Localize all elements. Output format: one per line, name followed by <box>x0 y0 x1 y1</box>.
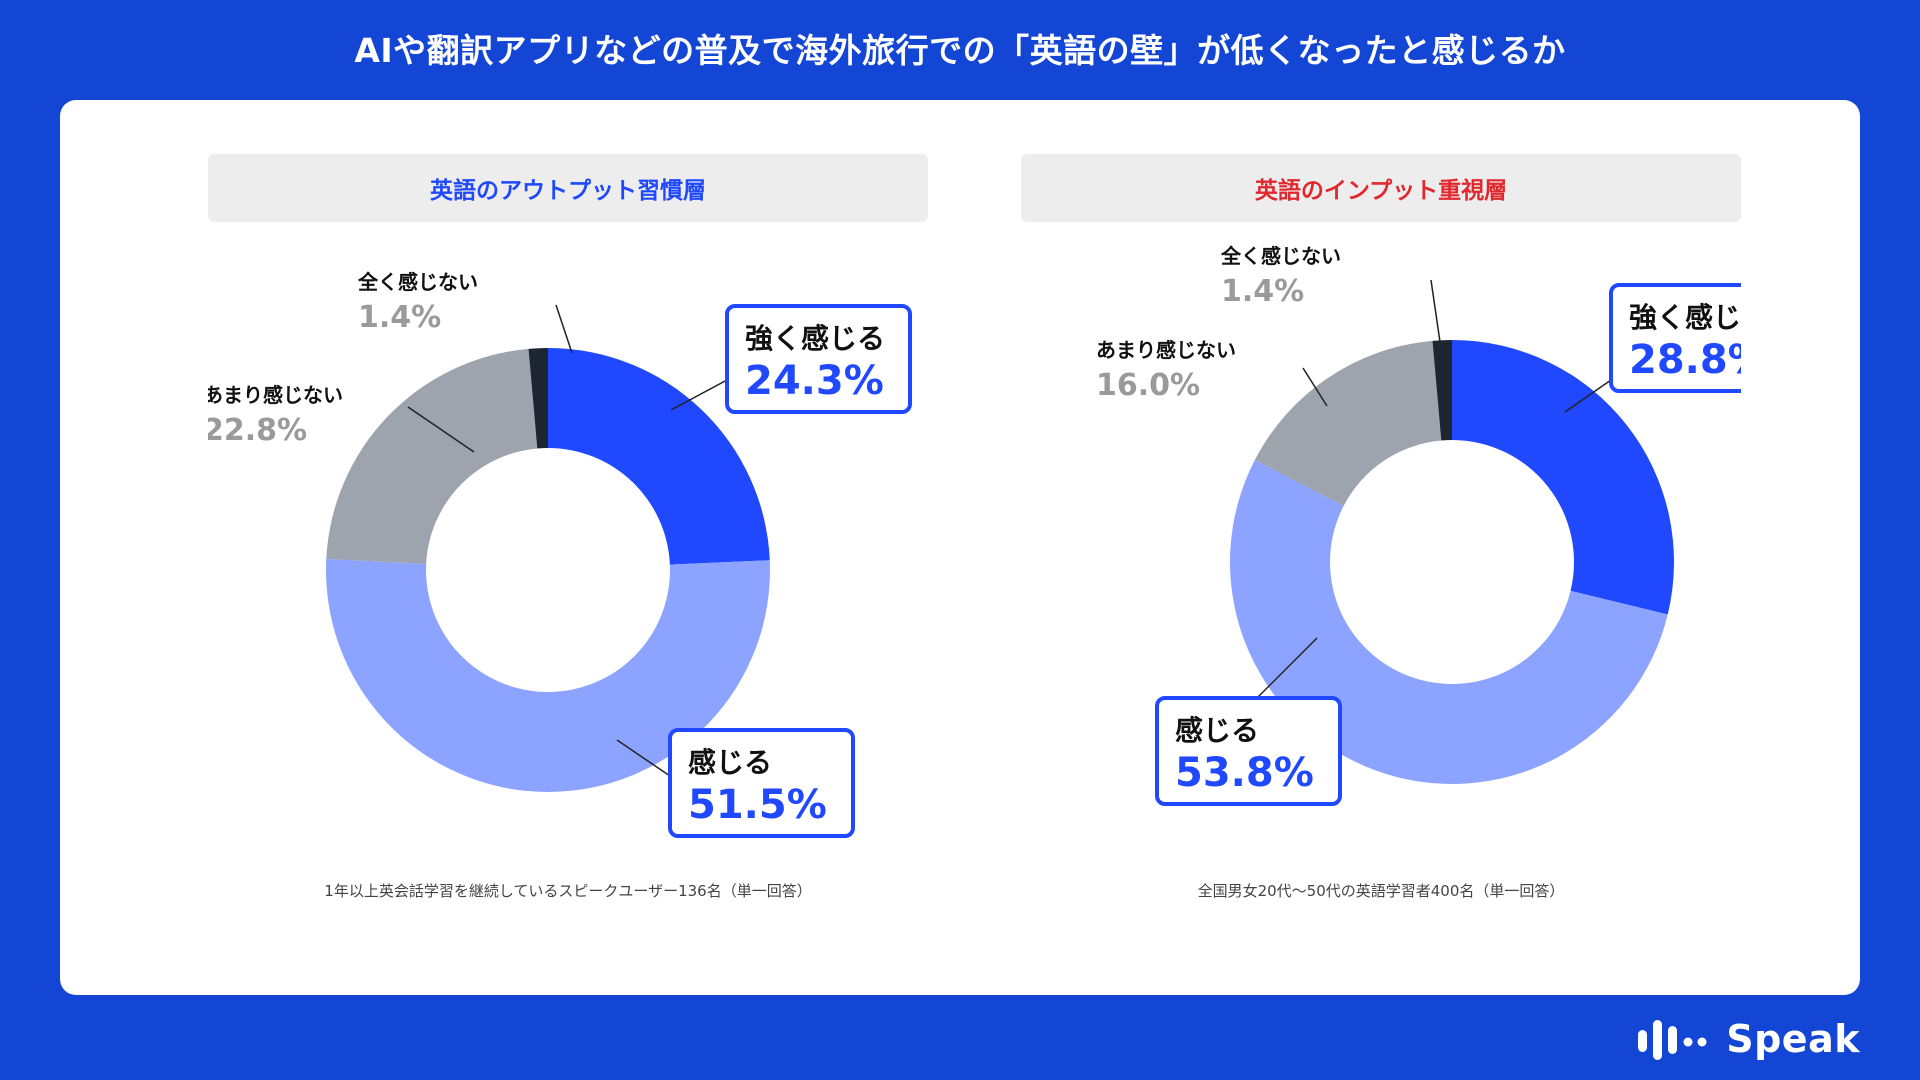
label-box-somewhat <box>668 728 855 838</box>
panel-header-input: 英語のインプット重視層 <box>1021 154 1741 222</box>
category-label-somewhat: 感じる <box>1175 714 1259 747</box>
value-label-not-much: 16.0% <box>1096 368 1200 403</box>
chart-card: 英語のアウトプット習慣層 強く感じる 24.3% 感じる 51.5% あまり感じない 22… <box>60 100 1860 995</box>
chart-panel-output: 英語のアウトプット習慣層 強く感じる 24.3% 感じる 51.5% あまり感じない 22… <box>208 100 928 900</box>
value-label-not-at-all: 1.4% <box>358 300 441 335</box>
value-label-strongly: 28.8% <box>1629 337 1741 383</box>
category-label-not-at-all: 全く感じない <box>1220 244 1341 268</box>
donut-slice-not-much <box>326 348 538 564</box>
speak-logo: Speak <box>1636 1016 1860 1062</box>
leader-line-not-at-all <box>1430 279 1441 343</box>
donut-slice-not-at-all <box>528 348 548 449</box>
footnote-output: 1年以上英会話学習を継続しているスピークユーザー136名（単一回答） <box>324 882 812 900</box>
leader-line-not-much <box>407 406 475 453</box>
value-label-strongly: 24.3% <box>745 358 884 404</box>
label-box-strongly <box>725 304 912 414</box>
footnote-input: 全国男女20代〜50代の英語学習者400名（単一回答） <box>1197 882 1565 900</box>
label-box-somewhat <box>1155 696 1342 806</box>
label-box-strongly <box>1609 283 1741 393</box>
donut-slice-strongly <box>1452 340 1674 615</box>
leader-line-strongly <box>670 379 728 411</box>
category-label-strongly: 強く感じる <box>745 322 885 355</box>
value-label-somewhat: 51.5% <box>688 782 827 828</box>
donut-slice-strongly <box>548 348 770 565</box>
category-label-not-much: あまり感じない <box>208 383 343 407</box>
donut-slice-not-at-all <box>1432 340 1452 441</box>
leader-line-somewhat <box>616 739 671 777</box>
value-label-somewhat: 53.8% <box>1175 750 1314 796</box>
category-label-strongly: 強く感じる <box>1629 301 1741 334</box>
panel-header-output: 英語のアウトプット習慣層 <box>208 154 928 222</box>
donut-slice-somewhat <box>326 558 771 792</box>
donut-slice-not-much <box>1254 340 1442 506</box>
category-label-not-at-all: 全く感じない <box>357 270 478 294</box>
logo-text: Speak <box>1726 1017 1860 1061</box>
page-title: AIや翻訳アプリなどの普及で海外旅行での「英語の壁」が低くなったと感じるか <box>354 31 1566 70</box>
category-label-not-much: あまり感じない <box>1096 338 1236 362</box>
leader-line-not-at-all <box>555 304 573 354</box>
speak-logo-icon <box>1638 1020 1707 1060</box>
value-label-not-much: 22.8% <box>208 413 307 448</box>
value-label-not-at-all: 1.4% <box>1221 274 1304 309</box>
leader-line-not-much <box>1302 367 1328 407</box>
leader-line-strongly <box>1564 379 1612 413</box>
category-label-somewhat: 感じる <box>688 746 772 779</box>
